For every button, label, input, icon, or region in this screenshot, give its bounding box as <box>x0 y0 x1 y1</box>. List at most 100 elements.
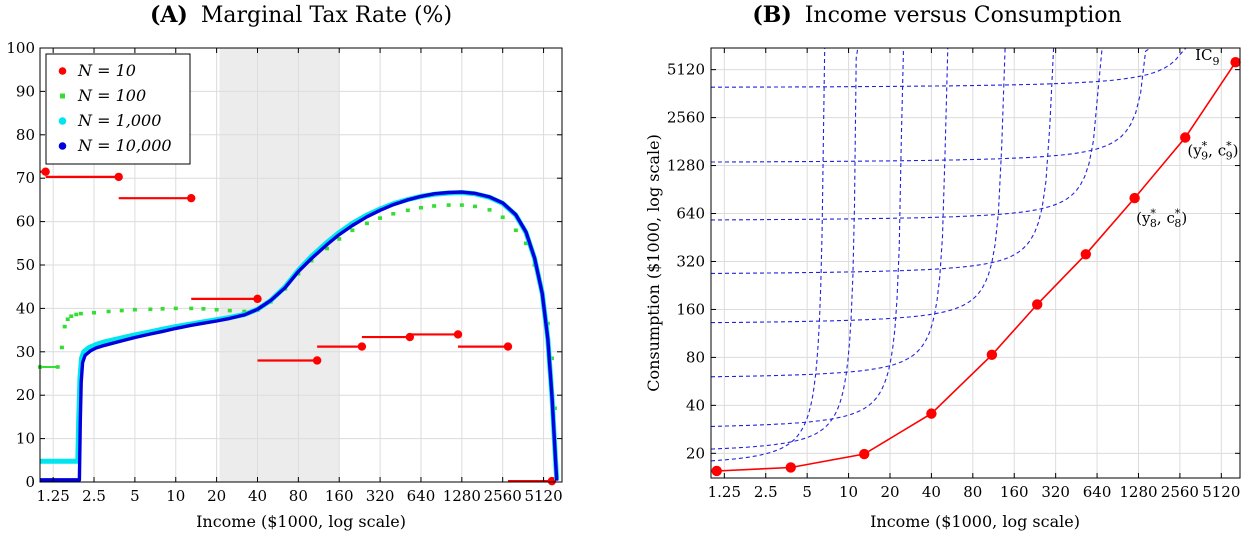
legend-marker <box>58 117 67 125</box>
y-tick-label: 50 <box>16 256 35 274</box>
y-tick-label: 160 <box>676 300 705 318</box>
legend-marker <box>58 142 67 150</box>
x-tick-label: 1280 <box>1119 483 1157 501</box>
consumption-point <box>1032 299 1043 310</box>
y-tick-label: 320 <box>676 252 705 270</box>
y-tick-label: 80 <box>16 126 35 144</box>
consumption-point <box>711 465 722 477</box>
step-point <box>41 167 50 176</box>
data-point <box>132 307 137 312</box>
data-point <box>500 215 505 220</box>
indifference-curve <box>711 47 1006 324</box>
consumption-point <box>785 462 796 473</box>
y-tick-label: 640 <box>676 205 705 223</box>
data-point <box>459 203 464 207</box>
y-tick-label: 2560 <box>667 109 705 127</box>
data-point <box>513 228 518 233</box>
data-point <box>65 317 70 322</box>
panel-a: (A) Marginal Tax Rate (%) 1.25 2.5 5 10 20 40… <box>6 2 562 531</box>
data-point <box>59 345 64 350</box>
x-tick-label: 40 <box>248 487 267 505</box>
y-tick-label: 1280 <box>667 157 705 175</box>
panel-b-title-text: Income versus Consumption <box>805 3 1122 28</box>
panel-b-plot-area <box>711 48 1240 478</box>
panel-b-title: (B) Income versus Consumption <box>752 2 1121 28</box>
x-tick-label: 40 <box>922 483 941 501</box>
y-tick-label: 60 <box>16 213 35 231</box>
data-point <box>214 307 219 312</box>
x-tick-label: 1280 <box>443 487 481 505</box>
series-n10 <box>40 167 557 486</box>
panel-b-axes-box <box>710 47 1241 479</box>
point-annotation: IC9 <box>1195 46 1219 68</box>
y-tick-label: 100 <box>6 39 35 57</box>
data-point <box>364 221 369 226</box>
panel-a-title-text: Marginal Tax Rate (%) <box>201 3 452 28</box>
point-annotation: (y* 8, c* 8) <box>1136 207 1187 230</box>
data-point <box>92 310 97 315</box>
step-point <box>453 330 463 339</box>
x-tick-label: 320 <box>1041 483 1070 501</box>
x-tick-label: 80 <box>289 487 308 505</box>
consumption-point <box>926 408 937 419</box>
x-tick-label: 80 <box>963 483 982 501</box>
consumption-point <box>1080 249 1091 260</box>
step-point <box>253 294 262 304</box>
data-point <box>523 241 528 246</box>
data-point <box>350 228 355 233</box>
step-point <box>312 356 322 365</box>
x-tick-label: 5120 <box>1202 483 1240 501</box>
y-tick-label: 0 <box>25 473 35 491</box>
data-point <box>549 356 554 361</box>
panel-a-legend: N = 10 N = 100 N = 1,000 N = 10,000 <box>45 53 191 165</box>
legend-marker <box>60 93 65 99</box>
data-point <box>472 204 477 209</box>
series-n-10-000 <box>40 190 559 482</box>
y-tick-label: 80 <box>686 348 705 366</box>
step-point <box>547 476 557 486</box>
data-point <box>160 307 165 311</box>
x-tick-label: 20 <box>207 487 226 505</box>
x-tick-label: 2560 <box>1161 483 1199 501</box>
data-point <box>405 208 410 213</box>
data-point <box>189 306 194 311</box>
x-tick-label: 10 <box>839 483 858 501</box>
data-point <box>74 312 79 317</box>
indifference-curve <box>711 47 1187 88</box>
legend-label: N = 1,000 <box>77 111 161 130</box>
y-tick-label: 70 <box>16 169 35 187</box>
panel-b: (B) Income versus Consumption 1.25 2.5 5 10… <box>644 2 1241 531</box>
y-tick-label: 10 <box>16 430 35 448</box>
data-point <box>432 204 437 208</box>
panel-b-ylabel: Consumption ($1000, log scale) <box>644 134 663 392</box>
indifference-curve <box>710 47 949 378</box>
indifference-curve <box>710 47 826 462</box>
x-tick-label: 640 <box>407 487 436 505</box>
data-point <box>324 246 329 251</box>
x-tick-label: 1.25 <box>708 483 741 501</box>
x-tick-label: 5 <box>130 487 140 505</box>
data-point <box>78 311 83 316</box>
data-point <box>201 307 206 311</box>
indifference-curve <box>711 47 859 450</box>
point-annotation: (y* 9, c* 9) <box>1187 140 1238 163</box>
panel-a-letter: (A) <box>150 2 188 28</box>
x-tick-label: 160 <box>325 487 354 505</box>
data-point <box>148 307 153 312</box>
indifference-curve <box>711 47 1103 221</box>
x-tick-label: 5120 <box>524 487 562 505</box>
data-point <box>227 308 232 313</box>
data-point <box>119 308 124 313</box>
y-tick-label: 20 <box>686 444 705 462</box>
y-tick-label: 90 <box>16 82 35 100</box>
consumption-point <box>1129 192 1140 204</box>
step-point <box>114 172 123 182</box>
x-tick-label: 20 <box>880 483 899 501</box>
step-point <box>357 342 367 351</box>
x-tick-label: 320 <box>366 487 395 505</box>
y-tick-label: 40 <box>16 299 35 317</box>
panel-b-xlabel: Income ($1000, log scale) <box>870 512 1080 531</box>
data-point <box>106 309 111 314</box>
data-point <box>418 205 423 210</box>
